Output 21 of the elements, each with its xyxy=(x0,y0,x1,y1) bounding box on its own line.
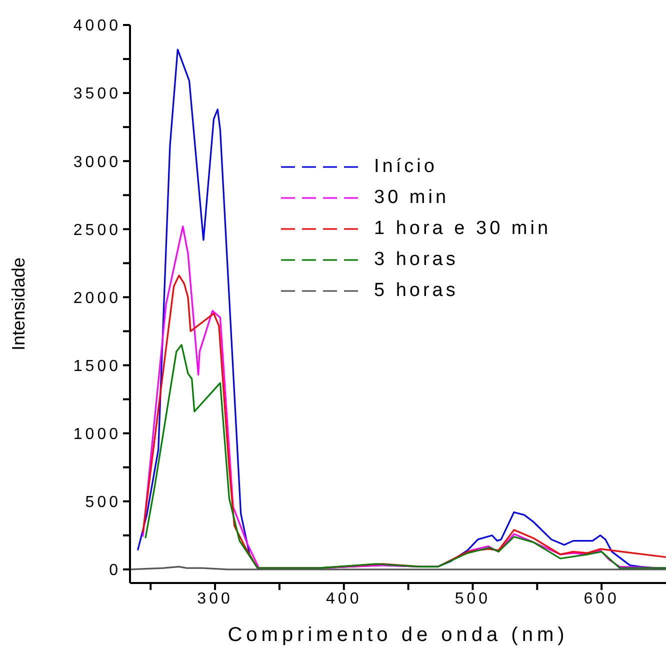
y-tick-label: 1000 xyxy=(73,426,121,443)
legend-label: Início xyxy=(374,156,438,178)
y-tick-label: 1500 xyxy=(73,358,121,375)
legend-label: 5 horas xyxy=(374,280,458,302)
y-tick-label: 4000 xyxy=(73,18,121,35)
legend-label: 3 horas xyxy=(374,248,458,270)
legend-label: 30 min xyxy=(374,186,450,208)
y-axis-title: Intensidade xyxy=(8,257,28,351)
line-series xyxy=(144,344,666,569)
x-tick-label: 500 xyxy=(454,590,491,608)
x-axis-title: Comprimento de onda (nm) xyxy=(228,624,568,646)
y-tick-label: 2500 xyxy=(73,222,121,239)
x-tick-label: 300 xyxy=(197,590,233,608)
legend-label: 1 hora e 30 min xyxy=(374,218,552,240)
x-tick-label: 600 xyxy=(584,590,620,608)
y-tick-label: 3000 xyxy=(73,154,121,171)
y-tick-label: 500 xyxy=(85,494,121,512)
y-tick-label: 2000 xyxy=(73,290,121,307)
y-tick-label: 3500 xyxy=(73,86,121,103)
y-tick-label: 0 xyxy=(109,562,121,580)
x-tick-label: 400 xyxy=(326,590,362,608)
